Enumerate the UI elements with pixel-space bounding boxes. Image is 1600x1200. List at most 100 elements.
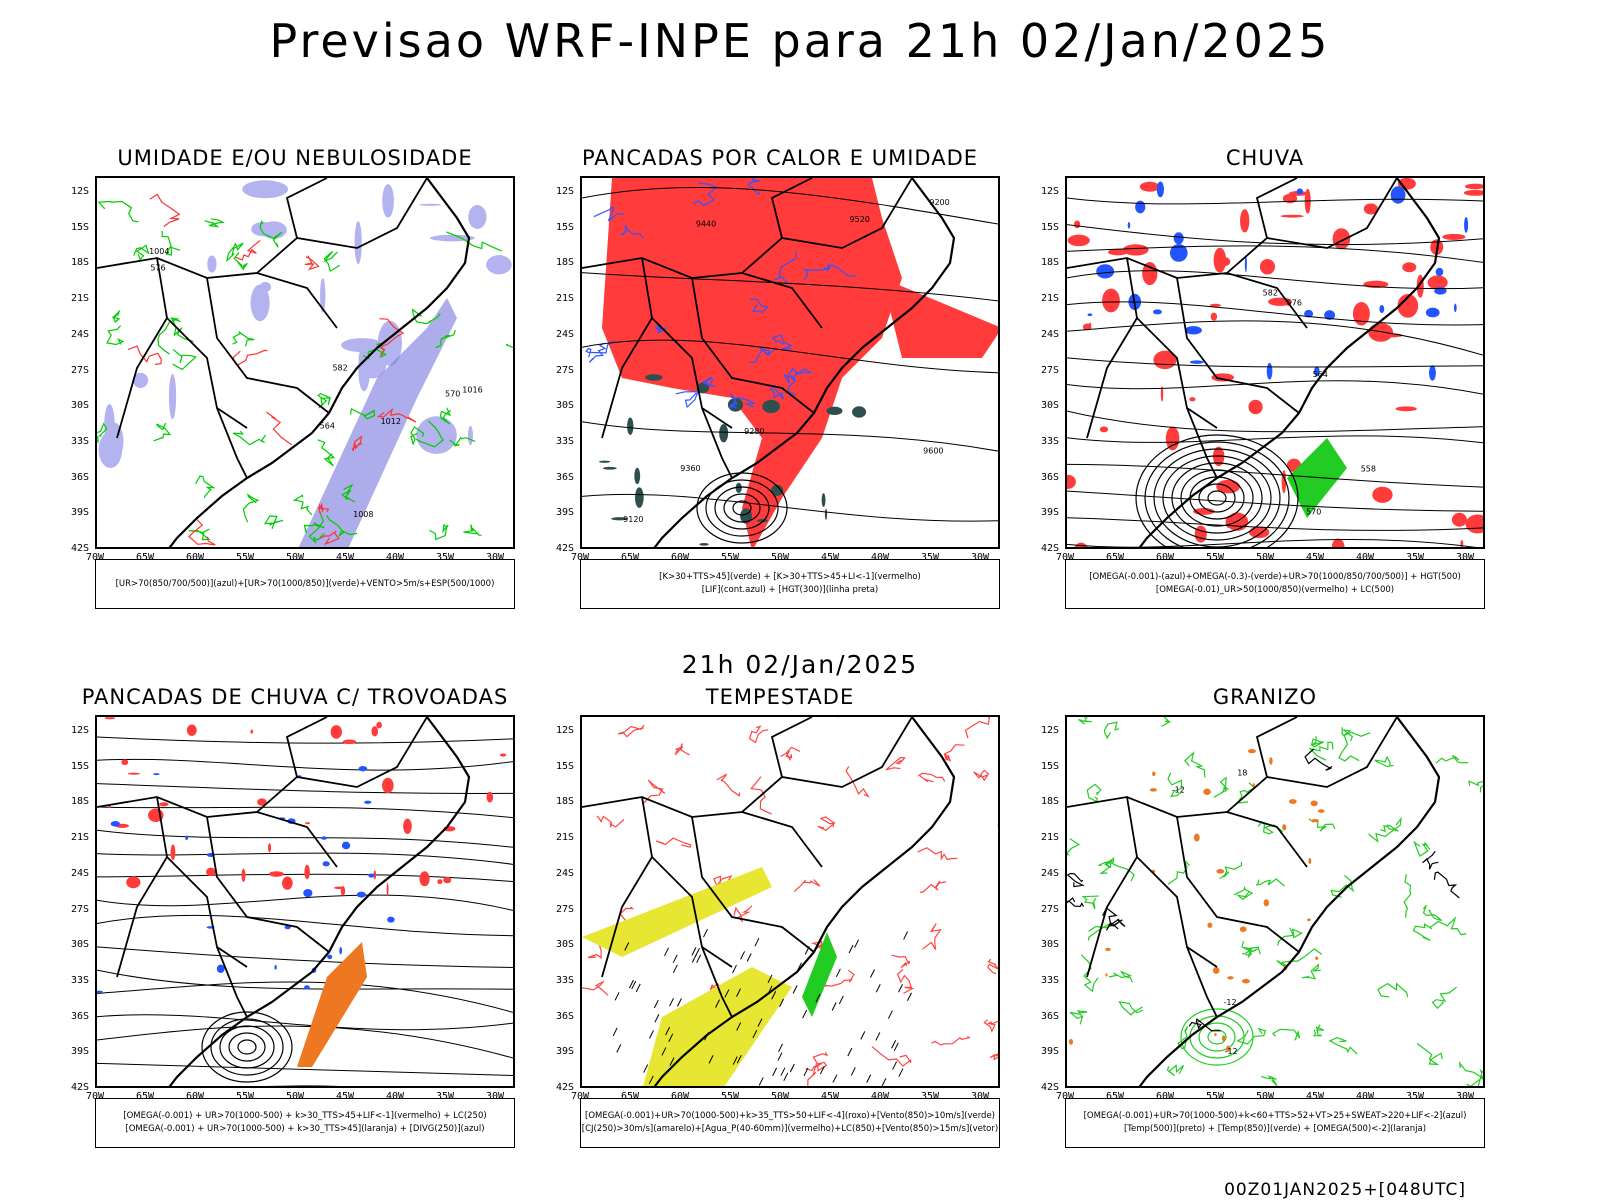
longitude-tick-label: 55W (235, 552, 255, 563)
contour-line (1255, 878, 1285, 887)
country-border (741, 178, 913, 274)
streamline (265, 1085, 340, 1086)
contour-line (463, 524, 482, 536)
contour-label: 9120 (623, 515, 643, 524)
contour-line (304, 255, 320, 271)
forecast-area (1269, 757, 1273, 765)
latitude-tick-label: 39S (555, 1046, 574, 1058)
forecast-area (1135, 200, 1146, 214)
longitude-tick-label: 65W (135, 552, 155, 563)
contour-line (1257, 820, 1284, 835)
streamline (1067, 301, 1483, 326)
wind-vector (772, 1067, 778, 1077)
forecast-area (602, 466, 617, 470)
wind-vector (875, 984, 881, 993)
forecast-area (330, 725, 343, 739)
contour-line (1213, 776, 1230, 798)
latitude-tick-label: 30S (70, 400, 89, 412)
latitude-tick-label: 33S (70, 974, 89, 986)
latitude-tick-label: 24S (1040, 867, 1059, 879)
longitude-tick-label: 30W (1455, 1091, 1475, 1102)
contour-line (1431, 986, 1457, 1009)
forecast-area (327, 954, 333, 960)
streamline (1067, 490, 1483, 512)
forecast-area (358, 340, 388, 379)
forecast-area (1193, 833, 1200, 842)
forecast-area (274, 964, 277, 970)
forecast-area (373, 870, 377, 880)
latitude-tick-label: 15S (70, 221, 89, 233)
country-border (216, 946, 248, 1018)
forecast-area (719, 424, 729, 443)
contour-line (1341, 729, 1371, 742)
contour-line (1338, 727, 1360, 762)
longitude-tick-label: 50W (285, 552, 305, 563)
latitude-tick-label: 30S (1040, 400, 1059, 412)
forecast-area (1248, 399, 1263, 415)
contour-line (1302, 963, 1321, 980)
wind-vector (732, 1056, 738, 1065)
contour-line (783, 367, 811, 384)
forecast-area (1226, 1045, 1231, 1052)
country-border (1126, 257, 1218, 429)
wind-vector (860, 1031, 866, 1040)
longitude-tick-label: 65W (1105, 1091, 1125, 1102)
forecast-area (1244, 255, 1247, 273)
forecast-area (634, 467, 641, 485)
forecast-area (260, 221, 287, 239)
forecast-area (419, 203, 441, 206)
contour-line (411, 308, 441, 325)
wind-vector (771, 991, 777, 1000)
forecast-area (126, 876, 141, 889)
forecast-area (304, 985, 310, 990)
latitude-tick-label: 15S (1040, 760, 1059, 772)
map-area: 12S 15S 18S 21S 24S 27S 30S 33S 36S 39S 42S 70W 65W 6… (71, 715, 515, 1102)
contour-line (1328, 1036, 1358, 1055)
forecast-area (582, 867, 772, 957)
contour-line (617, 724, 645, 738)
panel-granizo: GRANIZO -12 -12 -12 18 12S 15S 18S 21S 24S 27S 30… (1025, 685, 1505, 1185)
wind-vector (614, 992, 620, 1001)
contour-label: 9200 (929, 198, 949, 207)
country-border (256, 178, 428, 274)
wind-vector (665, 1026, 671, 1036)
forecast-area (882, 278, 998, 358)
wind-vector (847, 1047, 853, 1057)
contour-line (922, 923, 942, 951)
contour-line (871, 1046, 912, 1067)
longitude-tick-label: 55W (1205, 1091, 1225, 1102)
latitude-tick-label: 21S (70, 293, 89, 305)
contour-label: 9600 (923, 447, 943, 456)
latitude-tick-label: 18S (1040, 796, 1059, 808)
coastline (168, 717, 471, 1086)
forecast-area (1227, 976, 1234, 980)
longitude-tick-label: 60W (185, 552, 205, 563)
latitude-tick-label: 21S (1040, 832, 1059, 844)
longitude-tick-label: 40W (1355, 1091, 1375, 1102)
contour-line (1161, 717, 1172, 728)
wind-vector (724, 989, 730, 998)
forecast-area (259, 281, 272, 293)
forecast-area (1427, 275, 1448, 290)
panel-trovoadas: PANCADAS DE CHUVA C/ TROVOADAS 12S 15S 18S… (55, 685, 535, 1185)
forecast-area (1266, 362, 1273, 380)
latitude-tick-label: 33S (555, 435, 574, 447)
forecast-area (1263, 899, 1269, 907)
country-border (97, 796, 338, 868)
forecast-area (364, 800, 372, 804)
longitude-tick-label: 60W (185, 1091, 205, 1102)
wind-vector (819, 1065, 825, 1075)
forecast-area (1169, 244, 1188, 262)
forecast-area (771, 484, 784, 496)
country-border (97, 257, 338, 329)
latitude-tick-label: 39S (1040, 507, 1059, 519)
longitude-tick-label: 60W (670, 1091, 690, 1102)
contour-line (1081, 895, 1099, 910)
forecast-area (1280, 214, 1304, 218)
panel-title: GRANIZO (1212, 685, 1318, 709)
contour-line (195, 475, 216, 499)
wind-vector (850, 1067, 856, 1076)
contour-line (1368, 816, 1402, 843)
contour-line (439, 407, 452, 425)
latitude-tick-label: 15S (70, 760, 89, 772)
